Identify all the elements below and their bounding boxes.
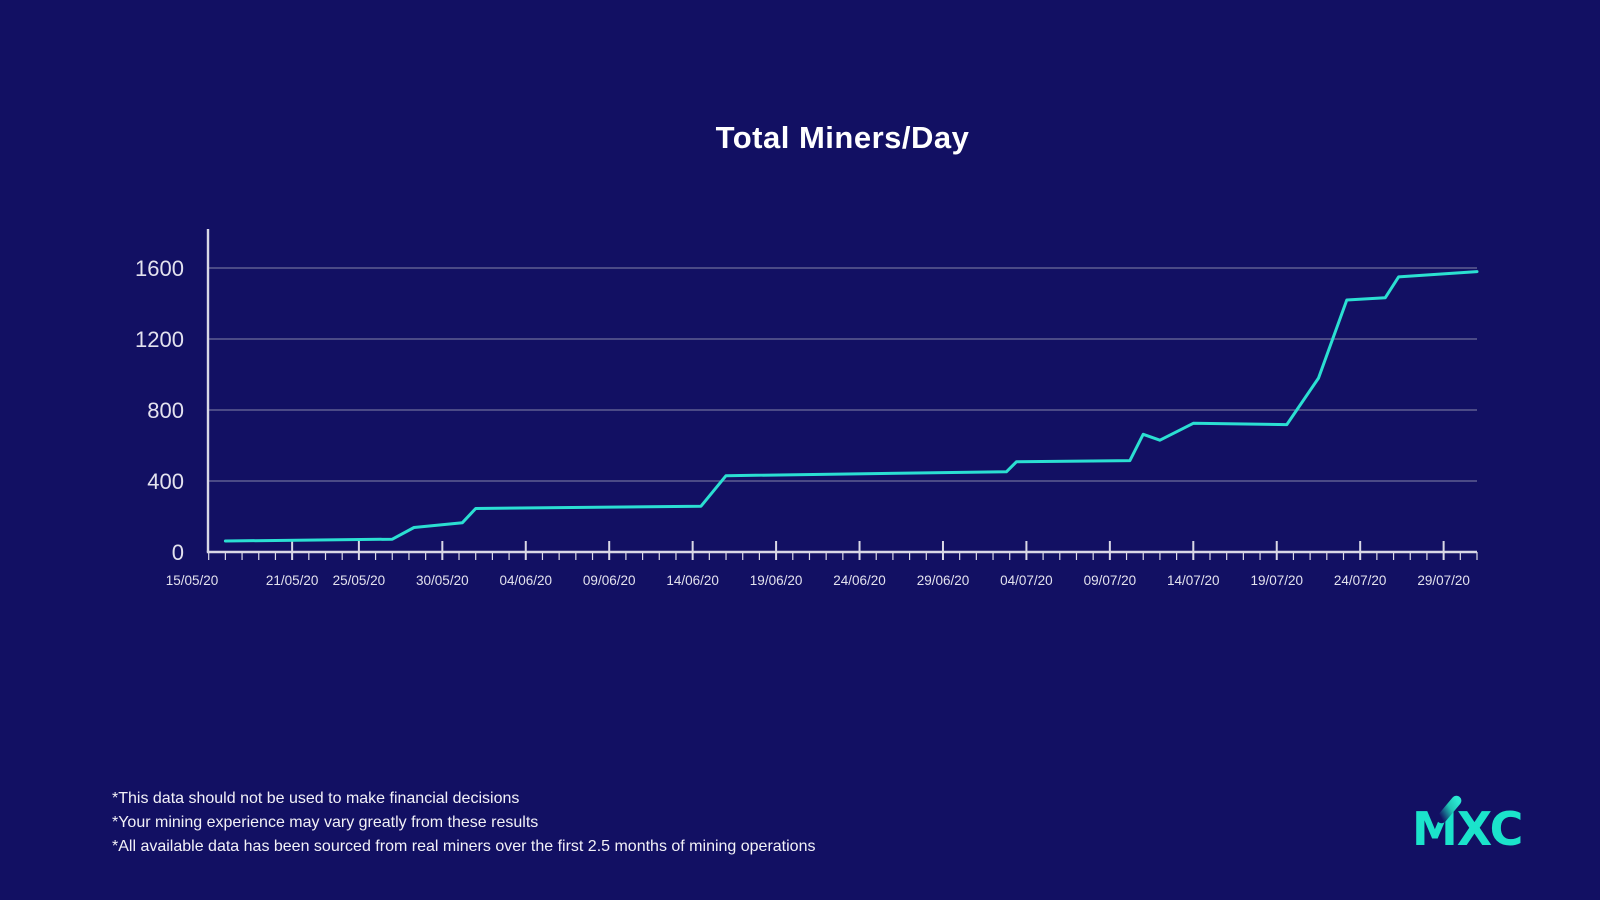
x-tick-label: 21/05/20 bbox=[266, 573, 319, 588]
x-tick-label: 24/07/20 bbox=[1334, 573, 1387, 588]
footnote-line: *Your mining experience may vary greatly… bbox=[112, 814, 539, 831]
x-tick-label: 15/05/20 bbox=[166, 573, 219, 588]
x-tick-label: 14/07/20 bbox=[1167, 573, 1220, 588]
y-tick-label: 1600 bbox=[135, 256, 184, 281]
footnote-line: *This data should not be used to make fi… bbox=[112, 790, 520, 807]
y-tick-label: 0 bbox=[172, 540, 184, 565]
x-tick-label: 14/06/20 bbox=[666, 573, 719, 588]
logo-text: MXC bbox=[1412, 802, 1523, 856]
footnote-line: *All available data has been sourced fro… bbox=[112, 838, 816, 855]
y-tick-label: 800 bbox=[147, 398, 184, 423]
x-tick-label: 19/06/20 bbox=[750, 573, 803, 588]
mxc-logo: MXC bbox=[1410, 788, 1530, 863]
x-tick-label: 04/07/20 bbox=[1000, 573, 1053, 588]
x-tick-label: 29/06/20 bbox=[917, 573, 970, 588]
x-tick-label: 09/07/20 bbox=[1084, 573, 1137, 588]
miners-data-line bbox=[223, 270, 1479, 543]
x-tick-label: 04/06/20 bbox=[499, 573, 552, 588]
footnotes: *This data should not be used to make fi… bbox=[112, 787, 815, 859]
y-tick-label: 400 bbox=[147, 469, 184, 494]
x-tick-label: 09/06/20 bbox=[583, 573, 636, 588]
x-tick-label: 29/07/20 bbox=[1417, 573, 1470, 588]
x-tick-label: 24/06/20 bbox=[833, 573, 886, 588]
total-miners-line-chart: 0 400 800 1200 1600 15/05/20 21/05/20 25/05/20 3… bbox=[135, 229, 1479, 588]
x-tick-label: 30/05/20 bbox=[416, 573, 469, 588]
x-tick-label: 25/05/20 bbox=[333, 573, 386, 588]
x-tick-label: 19/07/20 bbox=[1250, 573, 1303, 588]
page-title: Total Miners/Day bbox=[715, 120, 970, 155]
y-tick-label: 1200 bbox=[135, 327, 184, 352]
